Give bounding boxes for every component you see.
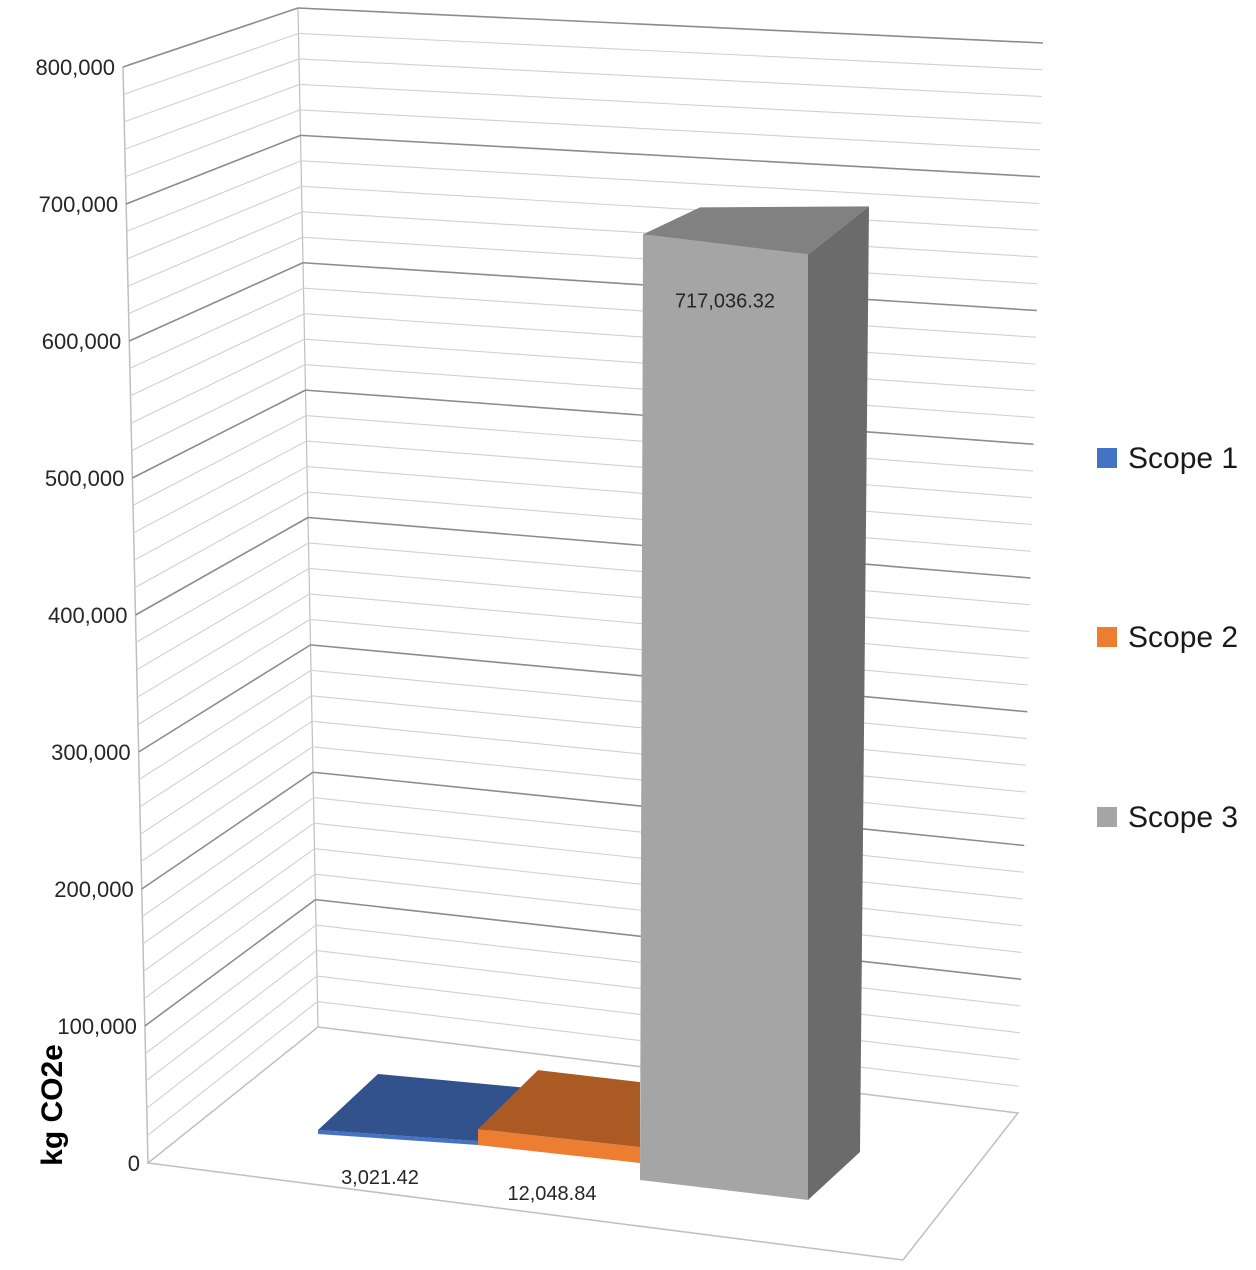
side-wall-gridline	[134, 491, 308, 589]
side-wall-gridline	[124, 58, 300, 123]
data-label-3: 717,036.32	[675, 290, 775, 312]
side-wall-gridline	[122, 7, 299, 68]
back-wall-gridline	[300, 160, 1040, 205]
bar-scope-1	[318, 1074, 528, 1145]
side-wall-gridline	[135, 516, 309, 616]
bar-front-face	[318, 1130, 478, 1145]
legend-item-3: Scope 3	[1097, 801, 1238, 834]
bar-scope-3	[640, 206, 869, 1201]
side-wall-gridline	[143, 848, 315, 972]
data-labels: 3,021.42 12,048.84 717,036.32	[341, 290, 775, 1205]
y-tick-label: 600,000	[42, 329, 122, 354]
side-wall-gridline	[130, 313, 305, 397]
y-tick-label: 100,000	[57, 1014, 137, 1039]
side-wall-gridline	[125, 134, 301, 205]
side-wall-gridline	[137, 618, 311, 726]
legend-label: Scope 2	[1128, 621, 1238, 654]
back-wall-gridline	[301, 185, 1039, 231]
data-label-1: 3,021.42	[341, 1167, 419, 1189]
y-axis-tick-labels: 0 100,000 200,000 300,000 400,000 500,000 600,…	[35, 55, 140, 1176]
side-wall-gridline	[141, 771, 314, 890]
back-wall-gridline	[298, 32, 1043, 71]
y-tick-label: 400,000	[48, 603, 128, 628]
y-tick-label: 800,000	[35, 55, 115, 80]
bar-top-face	[478, 1070, 640, 1148]
side-wall-gridline	[143, 873, 316, 1000]
side-wall-gridline	[127, 211, 303, 287]
bar-front-face	[640, 234, 808, 1201]
legend-swatch	[1097, 627, 1117, 647]
side-wall-gridline	[130, 338, 305, 424]
y-tick-label: 500,000	[45, 466, 125, 491]
bar-front-face	[478, 1129, 640, 1163]
side-wall-gridline	[129, 287, 304, 369]
side-wall-gridline	[135, 542, 309, 643]
side-wall-gridline	[136, 567, 310, 671]
side-wall-gridline	[132, 415, 307, 506]
bar-top-face	[318, 1074, 528, 1141]
side-wall-gridline	[142, 822, 315, 945]
legend-label: Scope 3	[1128, 801, 1238, 834]
bars	[318, 206, 869, 1201]
bar-top-face	[643, 206, 869, 255]
side-wall-gridline	[132, 389, 306, 479]
gridlines	[122, 7, 1044, 1137]
side-wall-gridline	[123, 32, 299, 95]
side-wall-gridline	[138, 669, 312, 780]
y-tick-label: 700,000	[39, 192, 119, 217]
side-wall-gridline	[140, 720, 313, 835]
side-wall-gridline	[144, 898, 316, 1027]
legend-item-2: Scope 2	[1097, 621, 1238, 654]
side-wall-gridline	[146, 975, 318, 1109]
side-wall-gridline	[133, 440, 307, 534]
legend: Scope 1 Scope 2 Scope 3	[1097, 442, 1238, 834]
side-wall-gridline	[145, 924, 317, 1054]
side-wall-gridline	[131, 364, 306, 452]
side-wall-gridline	[125, 109, 301, 178]
side-wall-gridline	[145, 950, 317, 1082]
legend-swatch	[1097, 448, 1117, 468]
side-wall-gridline	[140, 746, 313, 863]
back-wall-gridline	[297, 7, 1044, 44]
side-wall-gridline	[126, 160, 302, 232]
data-label-2: 12,048.84	[508, 1183, 597, 1205]
y-tick-label: 300,000	[51, 740, 131, 765]
back-wall-gridline	[300, 134, 1040, 178]
y-tick-label: 0	[128, 1151, 140, 1176]
side-wall-gridline	[138, 644, 311, 753]
bar-side-face	[808, 206, 869, 1201]
legend-swatch	[1097, 807, 1117, 827]
legend-item-1: Scope 1	[1097, 442, 1238, 475]
bar-scope-2	[478, 1070, 640, 1163]
side-wall-gridline	[128, 236, 303, 315]
side-wall-gridline	[128, 262, 304, 342]
back-wall-gridline	[299, 109, 1041, 151]
y-tick-label: 200,000	[54, 877, 134, 902]
back-wall-gridline	[298, 58, 1042, 98]
y-axis-label: kg CO2e	[36, 1044, 69, 1166]
chart-walls	[122, 7, 1020, 1261]
legend-label: Scope 1	[1128, 442, 1238, 475]
side-wall-gridline	[127, 185, 302, 260]
side-wall-gridline	[139, 695, 312, 808]
back-wall-gridline	[299, 83, 1042, 124]
side-wall-gridline	[124, 83, 300, 150]
side-wall-gridline	[147, 1001, 318, 1137]
side-wall-gridline	[142, 797, 314, 917]
side-wall-gridline	[133, 466, 308, 561]
side-wall-gridline	[137, 593, 310, 698]
